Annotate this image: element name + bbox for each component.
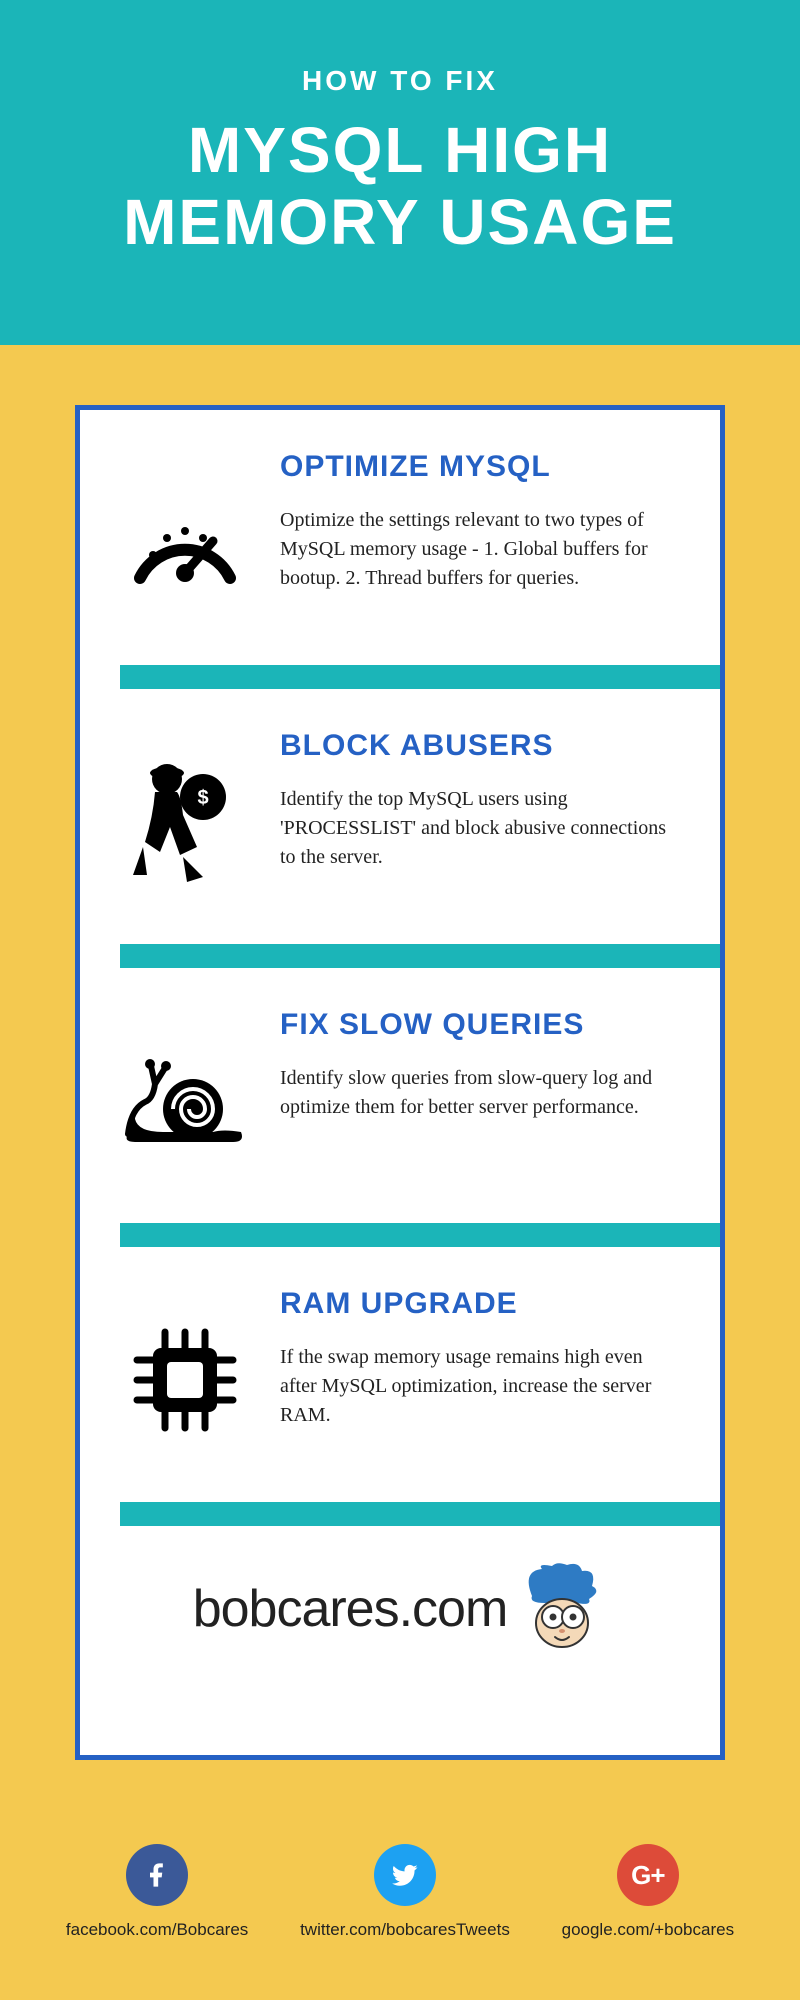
brand-text: bobcares.com [193,1579,508,1639]
chip-icon [120,1315,250,1445]
section-block: $ BLOCK ABUSERS Identify the top MySQL u… [80,689,720,944]
section-title: RAM UPGRADE [280,1287,680,1321]
social-facebook[interactable]: facebook.com/Bobcares [66,1844,248,1940]
header-band: HOW TO FIX MYSQL HIGH MEMORY USAGE [0,0,800,345]
social-label: google.com/+bobcares [562,1920,734,1940]
footer-social: facebook.com/Bobcares twitter.com/bobcar… [0,1844,800,1940]
svg-text:$: $ [197,787,208,809]
gauge-icon [120,478,250,608]
social-twitter[interactable]: twitter.com/bobcaresTweets [300,1844,510,1940]
googleplus-icon: G+ [617,1844,679,1906]
page-title: MYSQL HIGH MEMORY USAGE [0,115,800,258]
social-label: facebook.com/Bobcares [66,1920,248,1940]
brand-box: bobcares.com [80,1526,720,1691]
section-title: FIX SLOW QUERIES [280,1008,680,1042]
section-body: Optimize the settings relevant to two ty… [280,506,680,593]
social-googleplus[interactable]: G+ google.com/+bobcares [562,1844,734,1940]
divider [120,944,720,968]
thief-icon: $ [120,757,250,887]
facebook-icon [126,1844,188,1906]
page-subtitle: HOW TO FIX [0,65,800,97]
section-slow: FIX SLOW QUERIES Identify slow queries f… [80,968,720,1223]
divider [120,1223,720,1247]
main-card: OPTIMIZE MYSQL Optimize the settings rel… [75,405,725,1760]
section-body: Identify the top MySQL users using 'PROC… [280,785,680,872]
snail-icon [120,1036,250,1166]
section-optimize: OPTIMIZE MYSQL Optimize the settings rel… [80,410,720,665]
social-label: twitter.com/bobcaresTweets [300,1920,510,1940]
divider [120,1502,720,1526]
divider [120,665,720,689]
section-body: If the swap memory usage remains high ev… [280,1343,680,1430]
mascot-icon [517,1561,607,1656]
title-line2: MEMORY USAGE [123,186,677,258]
twitter-icon [374,1844,436,1906]
title-line1: MYSQL HIGH [188,114,612,186]
section-title: OPTIMIZE MYSQL [280,450,680,484]
section-title: BLOCK ABUSERS [280,729,680,763]
section-ram: RAM UPGRADE If the swap memory usage rem… [80,1247,720,1502]
section-body: Identify slow queries from slow-query lo… [280,1064,680,1122]
